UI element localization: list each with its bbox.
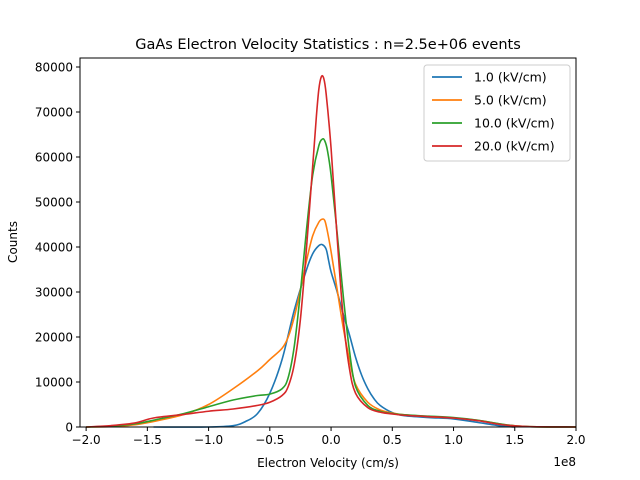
x-tick-label: −1.0: [194, 433, 223, 447]
y-tick-label: 10000: [35, 376, 73, 390]
series-lines: [86, 74, 577, 428]
x-tick-label: −1.5: [133, 433, 162, 447]
y-axis: 0 10000 20000 30000 40000 50000 60000 70000 8000…: [35, 61, 80, 435]
y-tick-label: 60000: [35, 151, 73, 165]
y-tick-label: 30000: [35, 286, 73, 300]
x-axis: −2.0 −1.5 −1.0 −0.5 0.0 0.5 1.0 1.5 2.0: [72, 427, 586, 447]
legend-entry: 20.0 (kV/cm): [474, 139, 555, 154]
y-tick-label: 0: [65, 421, 73, 435]
plot-frame: [79, 57, 577, 428]
y-tick-label: 40000: [35, 241, 73, 255]
x-tick-label: 0.5: [383, 433, 402, 447]
y-tick-label: 80000: [35, 61, 73, 75]
x-axis-offset-label: 1e8: [553, 455, 576, 469]
x-tick-label: −2.0: [72, 433, 101, 447]
legend-entry: 1.0 (kV/cm): [474, 70, 547, 85]
x-tick-label: 0.0: [322, 433, 341, 447]
y-tick-label: 70000: [35, 106, 73, 120]
legend-entry: 5.0 (kV/cm): [474, 93, 547, 108]
legend-entry: 10.0 (kV/cm): [474, 116, 555, 131]
x-tick-label: −0.5: [255, 433, 284, 447]
x-axis-label: Electron Velocity (cm/s): [257, 456, 399, 470]
x-tick-label: 1.5: [505, 433, 524, 447]
legend-frame: [423, 64, 571, 162]
y-tick-label: 20000: [35, 331, 73, 345]
x-tick-label: 2.0: [566, 433, 585, 447]
y-tick-label: 50000: [35, 196, 73, 210]
x-tick-label: 1.0: [444, 433, 463, 447]
chart-title: GaAs Electron Velocity Statistics : n=2.…: [135, 37, 521, 53]
y-axis-label: Counts: [6, 221, 20, 263]
legend: 1.0 (kV/cm) 5.0 (kV/cm) 10.0 (kV/cm) 20.0 (…: [423, 64, 571, 162]
series-line-3: [86, 74, 577, 428]
